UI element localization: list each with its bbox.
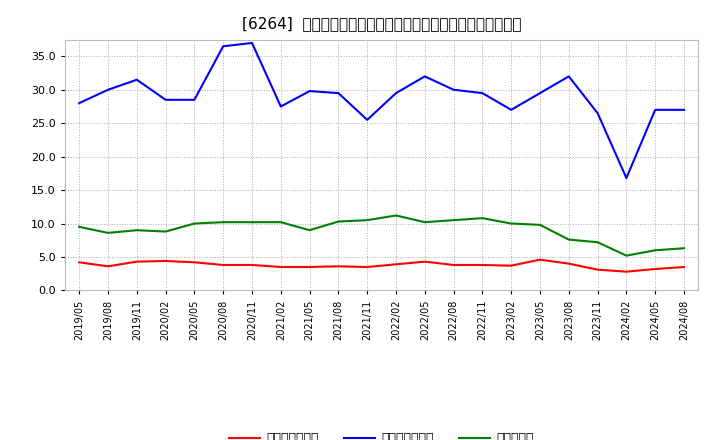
在庫回転率 — [75, 224, 84, 230]
売上債権回転率 — [248, 262, 256, 268]
在庫回転率 — [276, 220, 285, 225]
在庫回転率 — [680, 246, 688, 251]
在庫回転率 — [104, 230, 112, 235]
買入債務回転率 — [104, 87, 112, 92]
売上債権回転率 — [564, 261, 573, 266]
売上債権回転率 — [276, 264, 285, 270]
売上債権回転率 — [593, 267, 602, 272]
Line: 在庫回転率: 在庫回転率 — [79, 216, 684, 256]
在庫回転率 — [622, 253, 631, 258]
買入債務回転率 — [305, 88, 314, 94]
買入債務回転率 — [651, 107, 660, 113]
Line: 買入債務回転率: 買入債務回転率 — [79, 43, 684, 178]
売上債権回転率 — [190, 260, 199, 265]
売上債権回転率 — [536, 257, 544, 262]
在庫回転率 — [478, 216, 487, 221]
在庫回転率 — [420, 220, 429, 225]
買入債務回転率 — [363, 117, 372, 122]
売上債権回転率 — [651, 266, 660, 271]
買入債務回転率 — [478, 91, 487, 96]
買入債務回転率 — [190, 97, 199, 103]
買入債務回転率 — [392, 91, 400, 96]
在庫回転率 — [305, 227, 314, 233]
買入債務回転率 — [449, 87, 458, 92]
在庫回転率 — [651, 248, 660, 253]
在庫回転率 — [363, 217, 372, 223]
買入債務回転率 — [276, 104, 285, 109]
売上債権回転率 — [305, 264, 314, 270]
Legend: 売上債権回転率, 買入債務回転率, 在庫回転率: 売上債権回転率, 買入債務回転率, 在庫回転率 — [224, 427, 539, 440]
在庫回転率 — [248, 220, 256, 225]
買入債務回転率 — [680, 107, 688, 113]
売上債権回転率 — [75, 260, 84, 265]
買入債務回転率 — [161, 97, 170, 103]
売上債権回転率 — [219, 262, 228, 268]
売上債権回転率 — [449, 262, 458, 268]
買入債務回転率 — [219, 44, 228, 49]
売上債権回転率 — [507, 263, 516, 268]
売上債権回転率 — [392, 262, 400, 267]
在庫回転率 — [564, 237, 573, 242]
在庫回転率 — [392, 213, 400, 218]
買入債務回転率 — [536, 91, 544, 96]
Line: 売上債権回転率: 売上債権回転率 — [79, 260, 684, 271]
売上債権回転率 — [622, 269, 631, 274]
売上債権回転率 — [478, 262, 487, 268]
売上債権回転率 — [420, 259, 429, 264]
売上債権回転率 — [363, 264, 372, 270]
在庫回転率 — [132, 227, 141, 233]
買入債務回転率 — [334, 91, 343, 96]
買入債務回転率 — [132, 77, 141, 82]
在庫回転率 — [507, 221, 516, 226]
在庫回転率 — [449, 217, 458, 223]
在庫回転率 — [334, 219, 343, 224]
在庫回転率 — [190, 221, 199, 226]
買入債務回転率 — [75, 100, 84, 106]
売上債権回転率 — [161, 258, 170, 264]
買入債務回転率 — [420, 74, 429, 79]
売上債権回転率 — [104, 264, 112, 269]
買入債務回転率 — [248, 40, 256, 46]
売上債権回転率 — [334, 264, 343, 269]
売上債権回転率 — [132, 259, 141, 264]
Title: [6264]  売上債権回転率、買入債務回転率、在庫回転率の推移: [6264] 売上債権回転率、買入債務回転率、在庫回転率の推移 — [242, 16, 521, 32]
買入債務回転率 — [593, 110, 602, 116]
買入債務回転率 — [507, 107, 516, 113]
在庫回転率 — [536, 222, 544, 227]
在庫回転率 — [593, 240, 602, 245]
買入債務回転率 — [622, 176, 631, 181]
在庫回転率 — [219, 220, 228, 225]
買入債務回転率 — [564, 74, 573, 79]
売上債権回転率 — [680, 264, 688, 270]
在庫回転率 — [161, 229, 170, 234]
